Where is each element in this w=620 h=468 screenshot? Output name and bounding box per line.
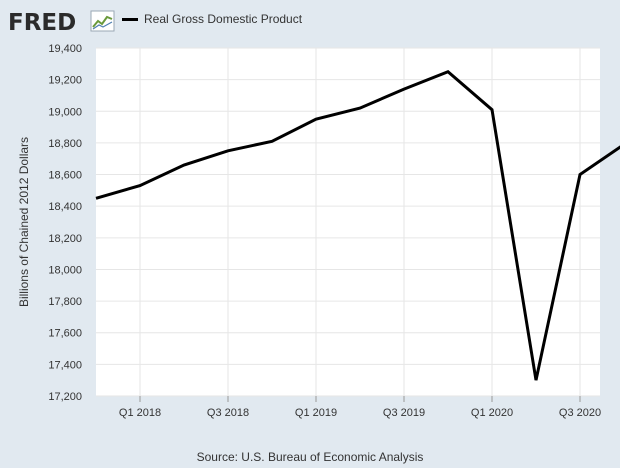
plot-background	[96, 48, 600, 396]
source-note: Source: U.S. Bureau of Economic Analysis	[196, 450, 424, 464]
y-tick-label: 17,800	[48, 296, 82, 308]
fred-logo-text: FRED	[8, 10, 76, 34]
legend-label: Real Gross Domestic Product	[144, 12, 303, 26]
y-tick-label: 19,400	[48, 43, 82, 55]
y-tick-label: 19,200	[48, 75, 82, 87]
x-tick-label: Q1 2018	[119, 407, 161, 419]
x-tick-labels: Q1 2018 Q3 2018 Q1 2019 Q3 2019 Q1 2020 Q3 20…	[119, 396, 601, 419]
gridlines	[96, 47, 600, 397]
y-tick-label: 17,200	[48, 391, 82, 403]
y-tick-label: 19,000	[48, 106, 82, 118]
series-layer	[95, 69, 620, 381]
x-tick-label: Q1 2020	[471, 407, 513, 419]
y-tick-label: 18,000	[48, 264, 82, 276]
x-tick-label: Q3 2020	[559, 407, 601, 419]
y-tick-labels: 17,200 17,400 17,600 17,800 18,000 18,200 18,4…	[48, 43, 82, 403]
legend: Real Gross Domestic Product	[122, 10, 302, 28]
y-tick-label: 18,600	[48, 170, 82, 182]
series-line	[95, 69, 620, 381]
y-tick-label: 18,800	[48, 138, 82, 150]
y-tick-label: 18,400	[48, 201, 82, 213]
y-tick-label: 17,600	[48, 328, 82, 340]
x-tick-label: Q3 2018	[207, 407, 249, 419]
legend-swatch	[122, 17, 138, 21]
y-axis-title: Billions of Chained 2012 Dollars	[17, 137, 31, 307]
fred-logo: FRED	[8, 10, 115, 34]
y-tick-label: 17,400	[48, 359, 82, 371]
fred-chart-icon	[90, 10, 115, 32]
x-tick-label: Q3 2019	[383, 407, 425, 419]
x-tick-label: Q1 2019	[295, 407, 337, 419]
y-tick-label: 18,200	[48, 233, 82, 245]
